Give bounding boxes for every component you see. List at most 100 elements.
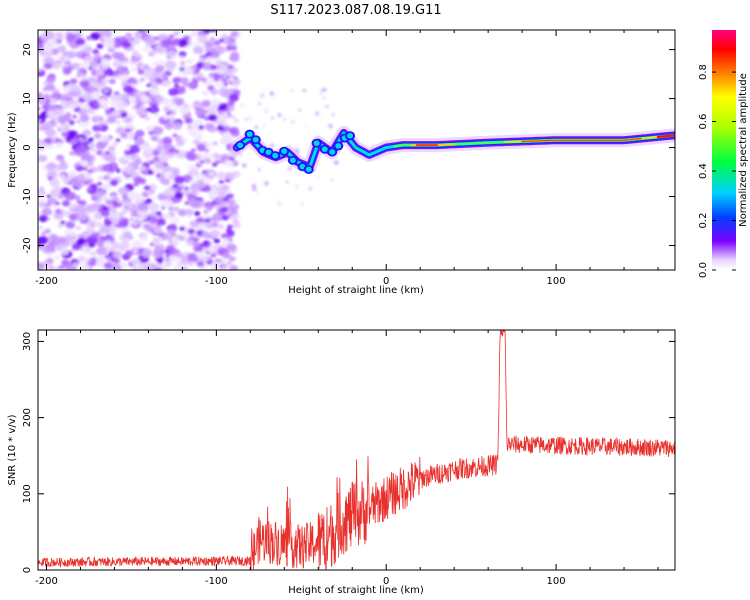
noise-cell [215, 160, 220, 164]
noise-cell [123, 84, 134, 94]
noise-cell [115, 111, 121, 115]
signal-band [229, 125, 675, 175]
noise-cell [81, 80, 90, 87]
noise-cell [179, 106, 190, 115]
noise-cell [94, 49, 99, 54]
noise-cell [97, 181, 103, 186]
noise-cell [172, 77, 181, 84]
noise-cell [112, 141, 119, 147]
noise-cell [285, 180, 289, 184]
noise-cell [55, 143, 61, 148]
noise-cell [251, 183, 257, 189]
noise-cell [226, 260, 233, 266]
noise-cell [137, 203, 149, 212]
noise-cell [75, 225, 82, 231]
noise-cell [221, 132, 231, 140]
noise-cell [147, 170, 154, 175]
noise-cell [72, 30, 82, 35]
noise-cell [145, 107, 151, 112]
noise-cell [150, 39, 157, 44]
noise-cell [59, 210, 64, 215]
noise-cell [96, 150, 103, 156]
noise-cell [79, 114, 90, 123]
noise-cell [130, 67, 137, 72]
noise-cell [45, 56, 55, 64]
noise-cell [168, 34, 175, 39]
noise-cell [228, 93, 239, 102]
noise-cell [294, 147, 297, 150]
noise-cell [172, 183, 179, 188]
noise-cell [218, 102, 229, 111]
noise-cell [166, 44, 175, 51]
noise-cell [147, 51, 156, 57]
noise-cell [50, 98, 58, 104]
noise-cell [226, 193, 234, 199]
noise-cell [96, 143, 103, 149]
noise-cell [206, 56, 214, 63]
noise-cell [69, 150, 76, 156]
noise-cell [109, 179, 118, 187]
noise-cell [44, 128, 55, 136]
noise-cell [109, 194, 116, 200]
noise-cell [46, 194, 52, 198]
noise-cell [287, 165, 293, 171]
noise-cell [207, 113, 218, 121]
noise-cell [63, 180, 69, 185]
noise-cell [221, 264, 227, 270]
noise-cell [124, 167, 135, 175]
noise-cell [169, 231, 176, 237]
noise-cell [119, 93, 131, 102]
noise-cell [203, 30, 212, 34]
noise-cell [134, 137, 145, 145]
noise-cell [138, 217, 144, 222]
noise-cell [78, 61, 89, 70]
spectrogram-frame [37, 29, 676, 271]
noise-cell [78, 137, 85, 143]
noise-cell [257, 101, 262, 106]
noise-cell [125, 117, 133, 123]
noise-cell [148, 202, 160, 211]
noise-cell [185, 152, 197, 161]
noise-cell [83, 172, 92, 180]
noise-cell [153, 226, 164, 235]
noise-cell [107, 145, 116, 152]
noise-cell [164, 122, 174, 130]
snr-panel: -200 -100 0 100 0 100 200 300 Height of straigh… [7, 329, 676, 596]
noise-cell [39, 112, 45, 118]
noise-cell [171, 122, 183, 131]
noise-cell [227, 224, 234, 230]
noise-cell [189, 164, 197, 170]
noise-cell [38, 125, 44, 130]
noise-cell [38, 92, 43, 97]
noise-cell [270, 116, 274, 120]
noise-cell [166, 55, 172, 60]
noise-cell [168, 254, 179, 263]
noise-cell [148, 216, 158, 224]
spectrogram-ylabel: Frequency (Hz) [7, 112, 18, 188]
signal-blob-core [305, 166, 312, 173]
noise-cell [160, 72, 169, 79]
noise-cell [72, 114, 78, 119]
noise-cell [180, 77, 189, 84]
noise-cell [96, 198, 102, 204]
noise-cell [120, 217, 130, 225]
noise-cell [155, 77, 164, 85]
spectrogram-ytick-label: 10 [22, 92, 33, 105]
colorbar-tick-label: 0.2 [698, 213, 709, 229]
noise-cell [57, 162, 69, 171]
noise-cell [135, 159, 142, 165]
noise-cell [115, 120, 121, 125]
noise-cell [130, 258, 141, 266]
noise-cell [200, 77, 208, 83]
noise-cell [165, 253, 171, 258]
noise-cell [322, 96, 326, 100]
spectrogram-xtick-label: 100 [547, 276, 566, 287]
noise-cell [144, 116, 151, 121]
noise-cell [221, 184, 229, 191]
noise-cell [91, 232, 100, 239]
noise-cell [205, 205, 212, 210]
noise-cell [277, 202, 282, 207]
noise-cell [61, 259, 70, 266]
noise-cell [97, 123, 104, 129]
noise-cell [202, 185, 212, 193]
